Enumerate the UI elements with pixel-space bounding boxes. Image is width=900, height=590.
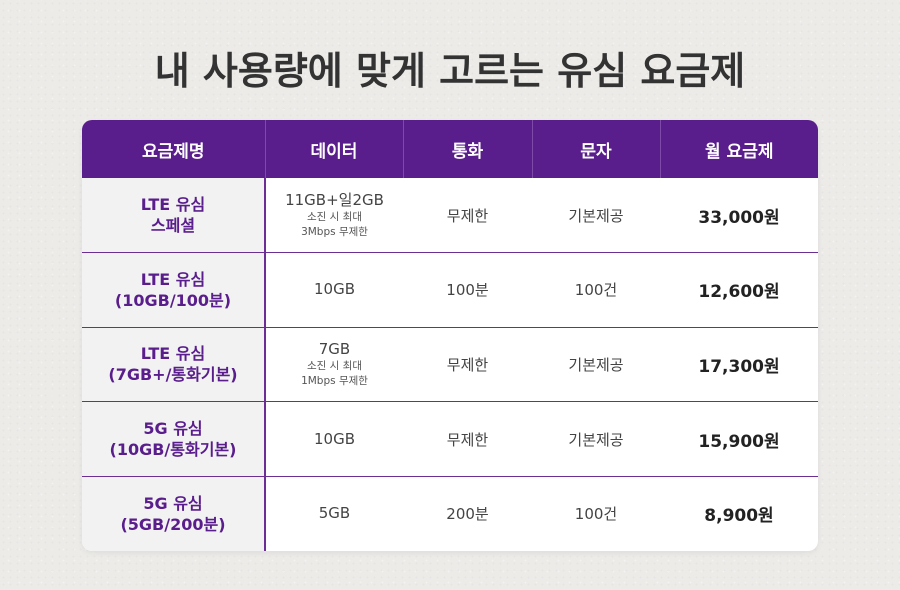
data-cell: 10GB bbox=[265, 401, 403, 477]
data-note: 소진 시 최대 bbox=[307, 359, 362, 372]
plan-name-line: 5G 유심 bbox=[143, 419, 203, 439]
price-cell: 17,300원 bbox=[660, 327, 818, 403]
plan-name-cell: LTE 유심 (10GB/100분) bbox=[82, 252, 266, 328]
price-cell: 33,000원 bbox=[660, 178, 818, 254]
plan-name-line: (7GB+/통화기본) bbox=[108, 365, 238, 385]
data-cell: 7GB 소진 시 최대 1Mbps 무제한 bbox=[265, 327, 403, 403]
plan-table: 요금제명 데이터 통화 문자 월 요금제 LTE 유심 스페셜 11GB+일2G… bbox=[82, 120, 818, 551]
table-row: 5G 유심 (5GB/200분) 5GB 200분 100건 8,900원 bbox=[82, 476, 818, 551]
plan-name-line: LTE 유심 bbox=[140, 269, 206, 289]
column-header-plan-name: 요금제명 bbox=[82, 120, 266, 178]
data-amount: 11GB+일2GB bbox=[285, 190, 384, 209]
sms-cell: 100건 bbox=[574, 505, 618, 524]
plan-name-cell: LTE 유심 스페셜 bbox=[82, 178, 266, 254]
price-cell: 15,900원 bbox=[660, 401, 818, 477]
column-header-data: 데이터 bbox=[265, 120, 404, 178]
data-amount: 5GB bbox=[318, 504, 351, 523]
price-cell: 12,600원 bbox=[660, 252, 818, 328]
data-cell: 11GB+일2GB 소진 시 최대 3Mbps 무제한 bbox=[265, 178, 403, 254]
plan-name-cell: LTE 유심 (7GB+/통화기본) bbox=[82, 327, 266, 403]
call-cell: 무제한 bbox=[403, 401, 532, 477]
sms-cell: 기본제공 bbox=[532, 401, 660, 477]
data-note: 1Mbps 무제한 bbox=[301, 374, 368, 387]
data-cell: 5GB bbox=[265, 476, 403, 551]
plan-name-cell: 5G 유심 (5GB/200분) bbox=[82, 476, 266, 551]
plan-name-line: LTE 유심 bbox=[140, 195, 206, 215]
plan-name-line: (5GB/200분) bbox=[120, 514, 226, 534]
data-note: 소진 시 최대 bbox=[307, 210, 362, 223]
plan-name-cell: 5G 유심 (10GB/통화기본) bbox=[82, 401, 266, 477]
price-cell: 8,900원 bbox=[704, 506, 774, 527]
plan-name-line: (10GB/100분) bbox=[114, 290, 232, 310]
sms-cell: 기본제공 bbox=[532, 178, 660, 254]
data-amount: 10GB bbox=[313, 429, 355, 448]
plan-table-card: 요금제명 데이터 통화 문자 월 요금제 LTE 유심 스페셜 11GB+일2G… bbox=[82, 120, 818, 551]
sms-cell: 기본제공 bbox=[532, 327, 660, 403]
call-cell: 200분 bbox=[446, 505, 489, 524]
table-row: LTE 유심 (7GB+/통화기본) 7GB 소진 시 최대 1Mbps 무제한… bbox=[82, 327, 818, 403]
data-amount: 7GB bbox=[318, 339, 351, 358]
plan-name-line: 스페셜 bbox=[150, 216, 196, 236]
call-cell: 무제한 bbox=[403, 327, 532, 403]
table-row: LTE 유심 스페셜 11GB+일2GB 소진 시 최대 3Mbps 무제한 무… bbox=[82, 178, 818, 254]
table-header-row: 요금제명 데이터 통화 문자 월 요금제 bbox=[82, 120, 818, 178]
table-row: 5G 유심 (10GB/통화기본) 10GB 무제한 기본제공 15,900원 bbox=[82, 401, 818, 477]
column-header-call: 통화 bbox=[403, 120, 533, 178]
data-cell: 10GB bbox=[265, 252, 403, 328]
column-header-sms: 문자 bbox=[532, 120, 661, 178]
call-cell: 100분 bbox=[403, 252, 532, 328]
page-title: 내 사용량에 맞게 고르는 유심 요금제 bbox=[154, 49, 746, 93]
plan-name-line: (10GB/통화기본) bbox=[109, 440, 237, 460]
column-header-monthly-price: 월 요금제 bbox=[660, 120, 818, 178]
sms-cell: 100건 bbox=[532, 252, 660, 328]
data-amount: 10GB bbox=[313, 280, 355, 299]
table-row: LTE 유심 (10GB/100분) 10GB 100분 100건 12,600… bbox=[82, 252, 818, 328]
plan-name-line: 5G 유심 bbox=[143, 493, 203, 513]
call-cell: 무제한 bbox=[403, 178, 532, 254]
data-note: 3Mbps 무제한 bbox=[301, 225, 368, 238]
plan-name-line: LTE 유심 bbox=[140, 344, 206, 364]
